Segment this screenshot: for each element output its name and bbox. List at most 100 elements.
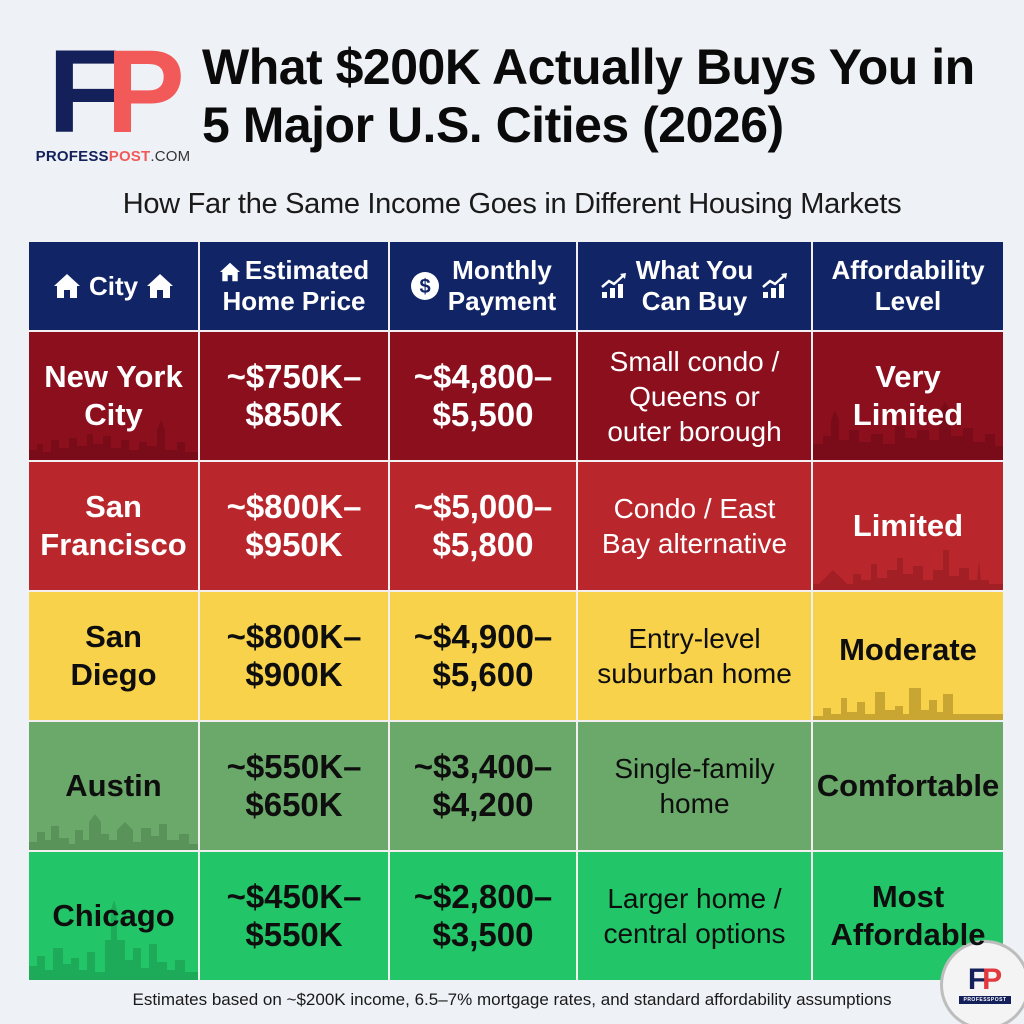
- buy-line: suburban home: [597, 658, 792, 689]
- page-subtitle: How Far the Same Income Goes in Differen…: [122, 188, 902, 220]
- price-high: $950K: [245, 526, 343, 563]
- cell-monthly-payment: ~$5,000– $5,800: [390, 462, 576, 590]
- buy-line: Queens or: [629, 380, 760, 412]
- column-header-city: City: [29, 242, 198, 330]
- cell-monthly-payment: ~$4,800– $5,500: [390, 332, 576, 460]
- column-header-label: Payment: [447, 286, 557, 316]
- badge-letter-f: F: [967, 963, 986, 996]
- city-name: San: [85, 489, 142, 524]
- cell-affordability: Comfortable: [813, 722, 1003, 850]
- skyline-icon: [813, 402, 1003, 460]
- cell-home-price: ~$450K– $550K: [200, 852, 388, 980]
- badge-logo-mark: FP: [967, 963, 1002, 996]
- level-line: Very: [875, 359, 941, 394]
- logo-letter-f: F: [48, 26, 120, 158]
- payment-high: $4,200: [432, 786, 534, 823]
- cell-city: Chicago: [29, 852, 198, 980]
- price-high: $650K: [245, 786, 343, 823]
- site-name-profess: PROFESS: [35, 148, 109, 165]
- cell-home-price: ~$800K– $950K: [200, 462, 388, 590]
- column-header-label: Affordability: [831, 255, 985, 285]
- city-name: San: [85, 619, 142, 654]
- column-header-label: Estimated: [244, 255, 370, 285]
- column-header-label: What You: [635, 255, 754, 285]
- buy-line: Condo / East: [613, 493, 776, 524]
- page-title: What $200K Actually Buys You in 5 Major …: [202, 39, 975, 153]
- cell-city: San Francisco: [29, 462, 198, 590]
- price-low: ~$800K–: [226, 618, 362, 655]
- city-name: City: [84, 397, 143, 432]
- cell-what-you-can-buy: Larger home / central options: [578, 852, 811, 980]
- column-header-label: Can Buy: [641, 286, 748, 316]
- cell-city: San Diego: [29, 592, 198, 720]
- comparison-table: City Estimated Home Price $ Monthly Paym…: [29, 242, 1003, 980]
- cell-home-price: ~$750K– $850K: [200, 332, 388, 460]
- buy-line: Single-family: [614, 753, 775, 784]
- level-line: Affordable: [830, 917, 986, 952]
- cell-home-price: ~$550K– $650K: [200, 722, 388, 850]
- house-icon: [146, 273, 174, 299]
- city-name: Diego: [70, 657, 157, 692]
- skyline-icon: [29, 900, 198, 980]
- city-name: Chicago: [52, 898, 175, 933]
- cell-affordability: Very Limited: [813, 332, 1003, 460]
- skyline-icon: [813, 688, 1003, 720]
- buy-line: Bay alternative: [601, 528, 788, 559]
- buy-line: outer borough: [607, 415, 782, 447]
- cell-affordability: Moderate: [813, 592, 1003, 720]
- payment-low: ~$4,800–: [413, 358, 553, 395]
- buy-line: Small condo /: [609, 345, 780, 377]
- payment-low: ~$3,400–: [413, 748, 553, 785]
- price-low: ~$750K–: [226, 358, 362, 395]
- cell-monthly-payment: ~$4,900– $5,600: [390, 592, 576, 720]
- logo-mark: FP: [48, 33, 185, 151]
- svg-text:$: $: [419, 276, 430, 298]
- column-header-home-price: Estimated Home Price: [200, 242, 388, 330]
- payment-high: $3,500: [432, 916, 534, 953]
- level-line: Moderate: [839, 632, 977, 667]
- cell-city: Austin: [29, 722, 198, 850]
- payment-low: ~$2,800–: [413, 878, 553, 915]
- cell-city: New York City: [29, 332, 198, 460]
- price-low: ~$550K–: [226, 748, 362, 785]
- column-header-label: Monthly: [452, 255, 552, 285]
- buy-line: home: [659, 788, 730, 819]
- payment-low: ~$5,000–: [413, 488, 553, 525]
- badge-letter-p: P: [982, 963, 1002, 996]
- logo-letter-p: P: [106, 26, 185, 158]
- footnote: Estimates based on ~$200K income, 6.5–7%…: [132, 990, 892, 1009]
- column-header-affordability: Affordability Level: [813, 242, 1003, 330]
- column-header-label: Home Price: [222, 286, 366, 316]
- site-name-com: .COM: [150, 148, 191, 165]
- price-high: $550K: [245, 916, 343, 953]
- price-low: ~$800K–: [226, 488, 362, 525]
- cell-what-you-can-buy: Small condo / Queens or outer borough: [578, 332, 811, 460]
- brand-badge: FP PROFESSPOST: [940, 940, 1024, 1024]
- buy-line: Entry-level: [628, 623, 761, 654]
- city-name: New York: [44, 359, 183, 394]
- price-high: $850K: [245, 396, 343, 433]
- site-name: PROFESSPOST.COM: [28, 148, 198, 165]
- price-low: ~$450K–: [226, 878, 362, 915]
- cell-what-you-can-buy: Condo / East Bay alternative: [578, 462, 811, 590]
- cell-affordability: Limited: [813, 462, 1003, 590]
- payment-low: ~$4,900–: [413, 618, 553, 655]
- chart-up-icon: [761, 272, 789, 300]
- column-header-what-you-can-buy: What You Can Buy: [578, 242, 811, 330]
- skyline-icon: [29, 814, 198, 850]
- column-header-label: Level: [874, 286, 942, 316]
- price-high: $900K: [245, 656, 343, 693]
- city-name: Austin: [65, 768, 162, 803]
- buy-line: Larger home /: [607, 883, 782, 914]
- payment-high: $5,800: [432, 526, 534, 563]
- brand-logo: FP PROFESSPOST.COM: [28, 33, 198, 170]
- cell-home-price: ~$800K– $900K: [200, 592, 388, 720]
- city-name: Francisco: [40, 527, 187, 562]
- level-line: Limited: [852, 508, 964, 543]
- site-name-post: POST: [108, 148, 151, 165]
- dollar-coin-icon: $: [410, 271, 440, 301]
- cell-monthly-payment: ~$2,800– $3,500: [390, 852, 576, 980]
- house-icon: [219, 262, 241, 282]
- level-line: Comfortable: [816, 768, 1000, 803]
- cell-affordability: Most Affordable: [813, 852, 1003, 980]
